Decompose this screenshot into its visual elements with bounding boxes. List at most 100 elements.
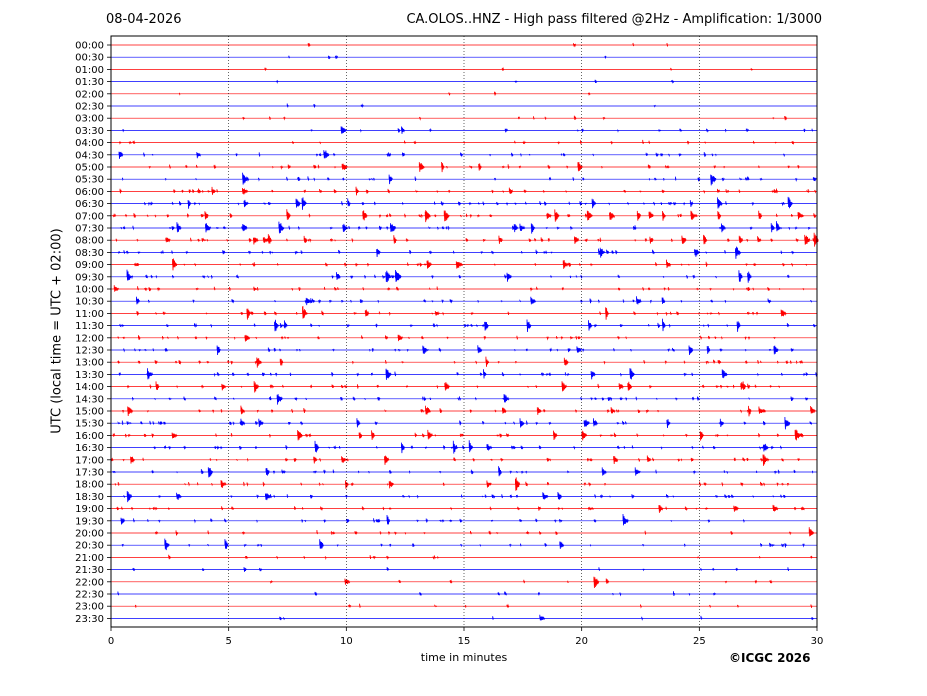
trace-events-0230 [286,103,657,108]
chart-title: CA.OLOS..HNZ - High pass filtered @2Hz -… [406,12,822,27]
y-tick-label: 12:30 [75,346,104,357]
y-tick-label: 11:00 [75,309,104,320]
trace-events-1100 [136,305,787,320]
y-axis-label: UTC (local time = UTC + 02:00) [49,228,65,434]
y-tick-label: 20:30 [75,541,104,552]
y-tick-label: 21:00 [75,553,104,564]
trace-events-2000 [155,527,815,537]
y-tick-label: 23:30 [75,614,104,625]
y-tick-label: 19:00 [75,504,104,515]
y-tick-label: 20:00 [75,529,104,540]
trace-events-0630 [144,196,793,210]
trace-events-0200 [179,91,591,96]
trace-events-2300 [135,603,813,609]
x-tick-label: 0 [108,636,114,647]
y-tick-label: 15:00 [75,407,104,418]
y-tick-label: 17:30 [75,468,104,479]
trace-events-0300 [242,115,788,121]
trace-events-1430 [132,394,809,405]
y-tick-label: 09:00 [75,260,104,271]
trace-events-0600 [119,186,817,196]
y-tick-label: 13:00 [75,358,104,369]
y-tick-label: 12:00 [75,333,104,344]
trace-events-0930 [126,269,790,283]
y-tick-label: 09:30 [75,272,104,283]
trace-events-2200 [269,576,773,589]
trace-events-2230 [117,591,717,597]
trace-events-1000 [113,285,805,292]
y-tick-label: 18:30 [75,492,104,503]
y-tick-label: 04:00 [75,138,104,149]
x-tick-label: 25 [693,636,706,647]
y-tick-label: 03:00 [75,114,104,125]
trace-events-1230 [123,345,794,356]
trace-events-0400 [119,139,795,146]
y-tick-label: 18:00 [75,480,104,491]
y-tick-label: 14:30 [75,394,104,405]
y-tick-label: 07:00 [75,211,104,222]
y-tick-label: 21:30 [75,565,104,576]
y-tick-label: 05:00 [75,163,104,174]
trace-events-2030 [121,538,805,551]
trace-events-2100 [168,554,813,560]
y-tick-label: 15:30 [75,419,104,430]
y-tick-label: 02:00 [75,89,104,100]
y-tick-label: 01:00 [75,65,104,76]
trace-events-0900 [134,258,808,271]
trace-events-0700 [112,209,817,223]
y-tick-label: 06:30 [75,199,104,210]
trace-events-0030 [288,54,607,60]
y-tick-label: 14:00 [75,382,104,393]
trace-events-0430 [118,150,786,159]
y-tick-label: 07:30 [75,224,104,235]
x-axis-ticks: 0 5 10 15 20 25 30 [108,627,823,647]
y-tick-label: 13:30 [75,370,104,381]
trace-group [111,42,819,621]
x-axis-label: time in minutes [420,651,508,664]
trace-events-0500 [148,161,800,173]
trace-events-0330 [122,126,814,134]
trace-events-1300 [117,356,804,368]
trace-events-1030 [136,296,813,306]
y-tick-label: 04:30 [75,150,104,161]
trace-events-0130 [276,79,675,84]
x-tick-label: 15 [458,636,471,647]
x-tick-label: 10 [340,636,353,647]
y-tick-label: 05:30 [75,175,104,186]
y-tick-label: 22:30 [75,590,104,601]
x-tick-label: 5 [225,636,231,647]
trace-events-0730 [120,221,811,234]
plot-frame [110,35,818,628]
y-tick-label: 01:30 [75,77,104,88]
trace-events-1400 [127,381,781,393]
trace-events-1200 [117,334,776,342]
trace-events-1500 [122,405,816,417]
y-tick-label: 08:30 [75,248,104,259]
y-tick-label: 17:00 [75,455,104,466]
y-tick-label: 22:00 [75,577,104,588]
trace-events-1900 [116,504,805,513]
trace-events-1830 [123,490,786,503]
trace-events-0530 [122,172,817,186]
trace-events-0000 [307,42,669,48]
trace-events-1130 [119,318,816,333]
date-label: 08-04-2026 [106,12,182,27]
trace-events-0100 [264,66,753,71]
y-tick-label: 23:00 [75,602,104,613]
y-tick-label: 00:30 [75,53,104,64]
y-tick-label: 16:00 [75,431,104,442]
y-tick-label: 11:30 [75,321,104,332]
y-tick-label: 19:30 [75,516,104,527]
trace-events-1330 [118,368,818,380]
y-tick-label: 03:30 [75,126,104,137]
y-tick-label: 00:00 [75,41,104,52]
copyright-credit: ©ICGC 2026 [729,651,811,665]
trace-events-2130 [132,567,790,572]
y-tick-label: 08:00 [75,236,104,247]
trace-events-1600 [112,429,804,441]
y-tick-label: 10:00 [75,285,104,296]
trace-events-1530 [117,416,813,430]
y-tick-label: 10:30 [75,297,104,308]
